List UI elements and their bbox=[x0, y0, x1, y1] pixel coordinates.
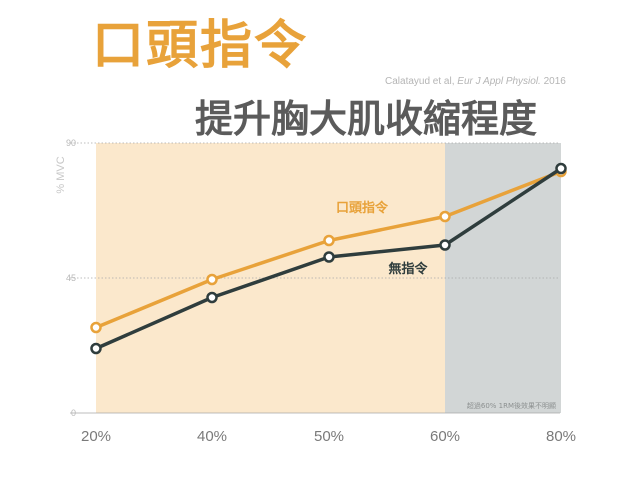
x-tick-label: 60% bbox=[430, 428, 460, 445]
series-label: 口頭指令 bbox=[336, 200, 389, 216]
data-point bbox=[439, 239, 451, 251]
citation-year: 2016 bbox=[543, 76, 566, 87]
x-tick-label: 20% bbox=[81, 428, 111, 445]
data-point bbox=[323, 251, 335, 263]
data-point bbox=[555, 162, 567, 175]
page-title: 口頭指令 bbox=[92, 16, 309, 76]
citation-authors: Calatayud et al, bbox=[385, 76, 455, 87]
x-tick-label: 50% bbox=[314, 428, 344, 445]
data-point bbox=[90, 342, 102, 355]
y-axis-label: % MVC bbox=[55, 156, 67, 193]
x-tick-label: 40% bbox=[197, 428, 227, 445]
series-label: 無指令 bbox=[388, 261, 428, 277]
region-annotation: 超過60% 1RM後效果不明顯 bbox=[467, 401, 556, 410]
data-point bbox=[206, 273, 218, 286]
data-point bbox=[439, 210, 451, 223]
data-point bbox=[206, 291, 218, 304]
y-tick-label: 0 bbox=[71, 408, 76, 418]
data-point bbox=[90, 321, 102, 334]
x-tick-label: 80% bbox=[546, 428, 576, 445]
shaded-region-2 bbox=[445, 143, 561, 413]
y-tick-label: 90 bbox=[66, 138, 76, 148]
page-subtitle: 提升胸大肌收縮程度 bbox=[195, 97, 538, 141]
citation-journal: Eur J Appl Physiol. bbox=[457, 76, 541, 87]
citation: Calatayud et al, Eur J Appl Physiol. 201… bbox=[385, 76, 566, 87]
data-point bbox=[323, 234, 335, 247]
y-tick-label: 45 bbox=[66, 273, 76, 283]
